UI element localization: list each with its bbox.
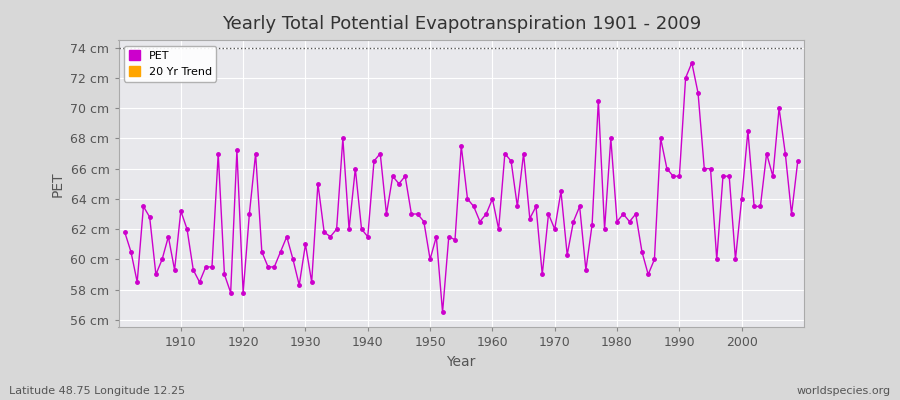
Text: worldspecies.org: worldspecies.org xyxy=(796,386,891,396)
Title: Yearly Total Potential Evapotranspiration 1901 - 2009: Yearly Total Potential Evapotranspiratio… xyxy=(221,15,701,33)
Legend: PET, 20 Yr Trend: PET, 20 Yr Trend xyxy=(124,46,216,82)
Text: Latitude 48.75 Longitude 12.25: Latitude 48.75 Longitude 12.25 xyxy=(9,386,185,396)
Y-axis label: PET: PET xyxy=(50,171,65,196)
X-axis label: Year: Year xyxy=(446,355,476,369)
